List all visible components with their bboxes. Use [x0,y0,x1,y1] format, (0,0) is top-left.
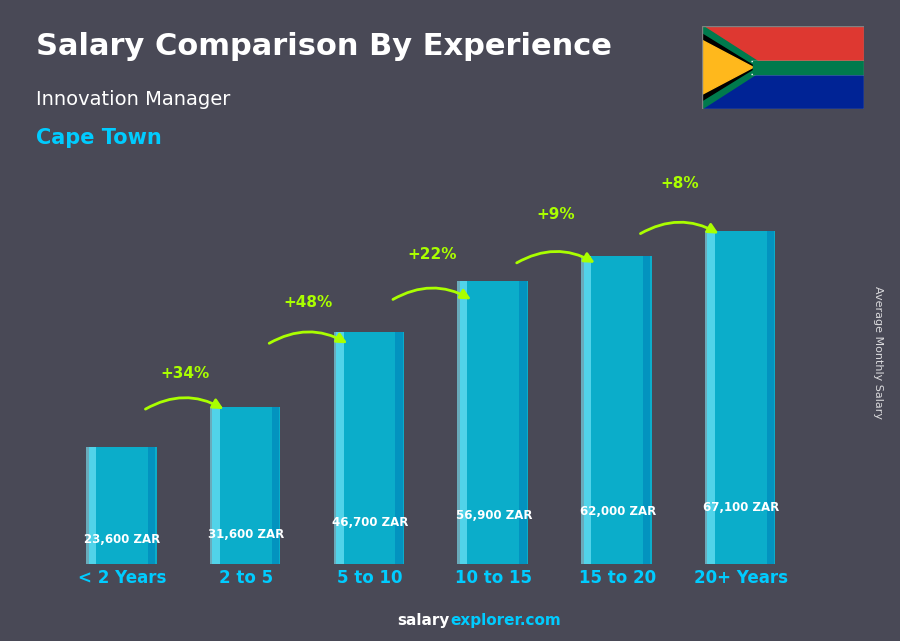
Bar [272,407,279,564]
Text: +22%: +22% [407,247,456,262]
Polygon shape [702,26,767,109]
Bar [753,61,864,74]
Text: Average Monthly Salary: Average Monthly Salary [873,286,883,419]
Bar [460,281,528,564]
Bar [336,332,404,564]
Bar [88,447,157,564]
Text: +48%: +48% [284,295,333,310]
Bar [212,407,281,564]
Bar [86,447,96,564]
Text: 23,600 ZAR: 23,600 ZAR [85,533,161,547]
Bar [707,231,776,564]
Bar [705,231,715,564]
Text: 67,100 ZAR: 67,100 ZAR [703,501,779,514]
Bar [702,26,864,67]
Bar [767,231,774,564]
Text: +8%: +8% [661,176,698,190]
Polygon shape [702,34,756,101]
Text: Cape Town: Cape Town [36,128,162,148]
Text: 46,700 ZAR: 46,700 ZAR [332,516,409,529]
Bar [148,447,156,564]
Polygon shape [702,40,753,94]
Bar [334,332,344,564]
Text: salary: salary [398,613,450,628]
Text: 62,000 ZAR: 62,000 ZAR [580,505,656,518]
Bar [643,256,651,564]
Text: +34%: +34% [160,366,209,381]
Polygon shape [751,67,864,74]
Bar [519,281,526,564]
Text: Salary Comparison By Experience: Salary Comparison By Experience [36,32,612,61]
Bar [583,256,652,564]
Text: 56,900 ZAR: 56,900 ZAR [455,509,532,522]
Text: +9%: +9% [536,207,575,222]
Bar [395,332,403,564]
Bar [702,67,864,109]
Text: explorer.com: explorer.com [450,613,561,628]
Text: 31,600 ZAR: 31,600 ZAR [208,528,284,540]
Text: Innovation Manager: Innovation Manager [36,90,230,109]
Bar [581,256,591,564]
Bar [457,281,467,564]
Bar [210,407,220,564]
Polygon shape [751,61,864,67]
